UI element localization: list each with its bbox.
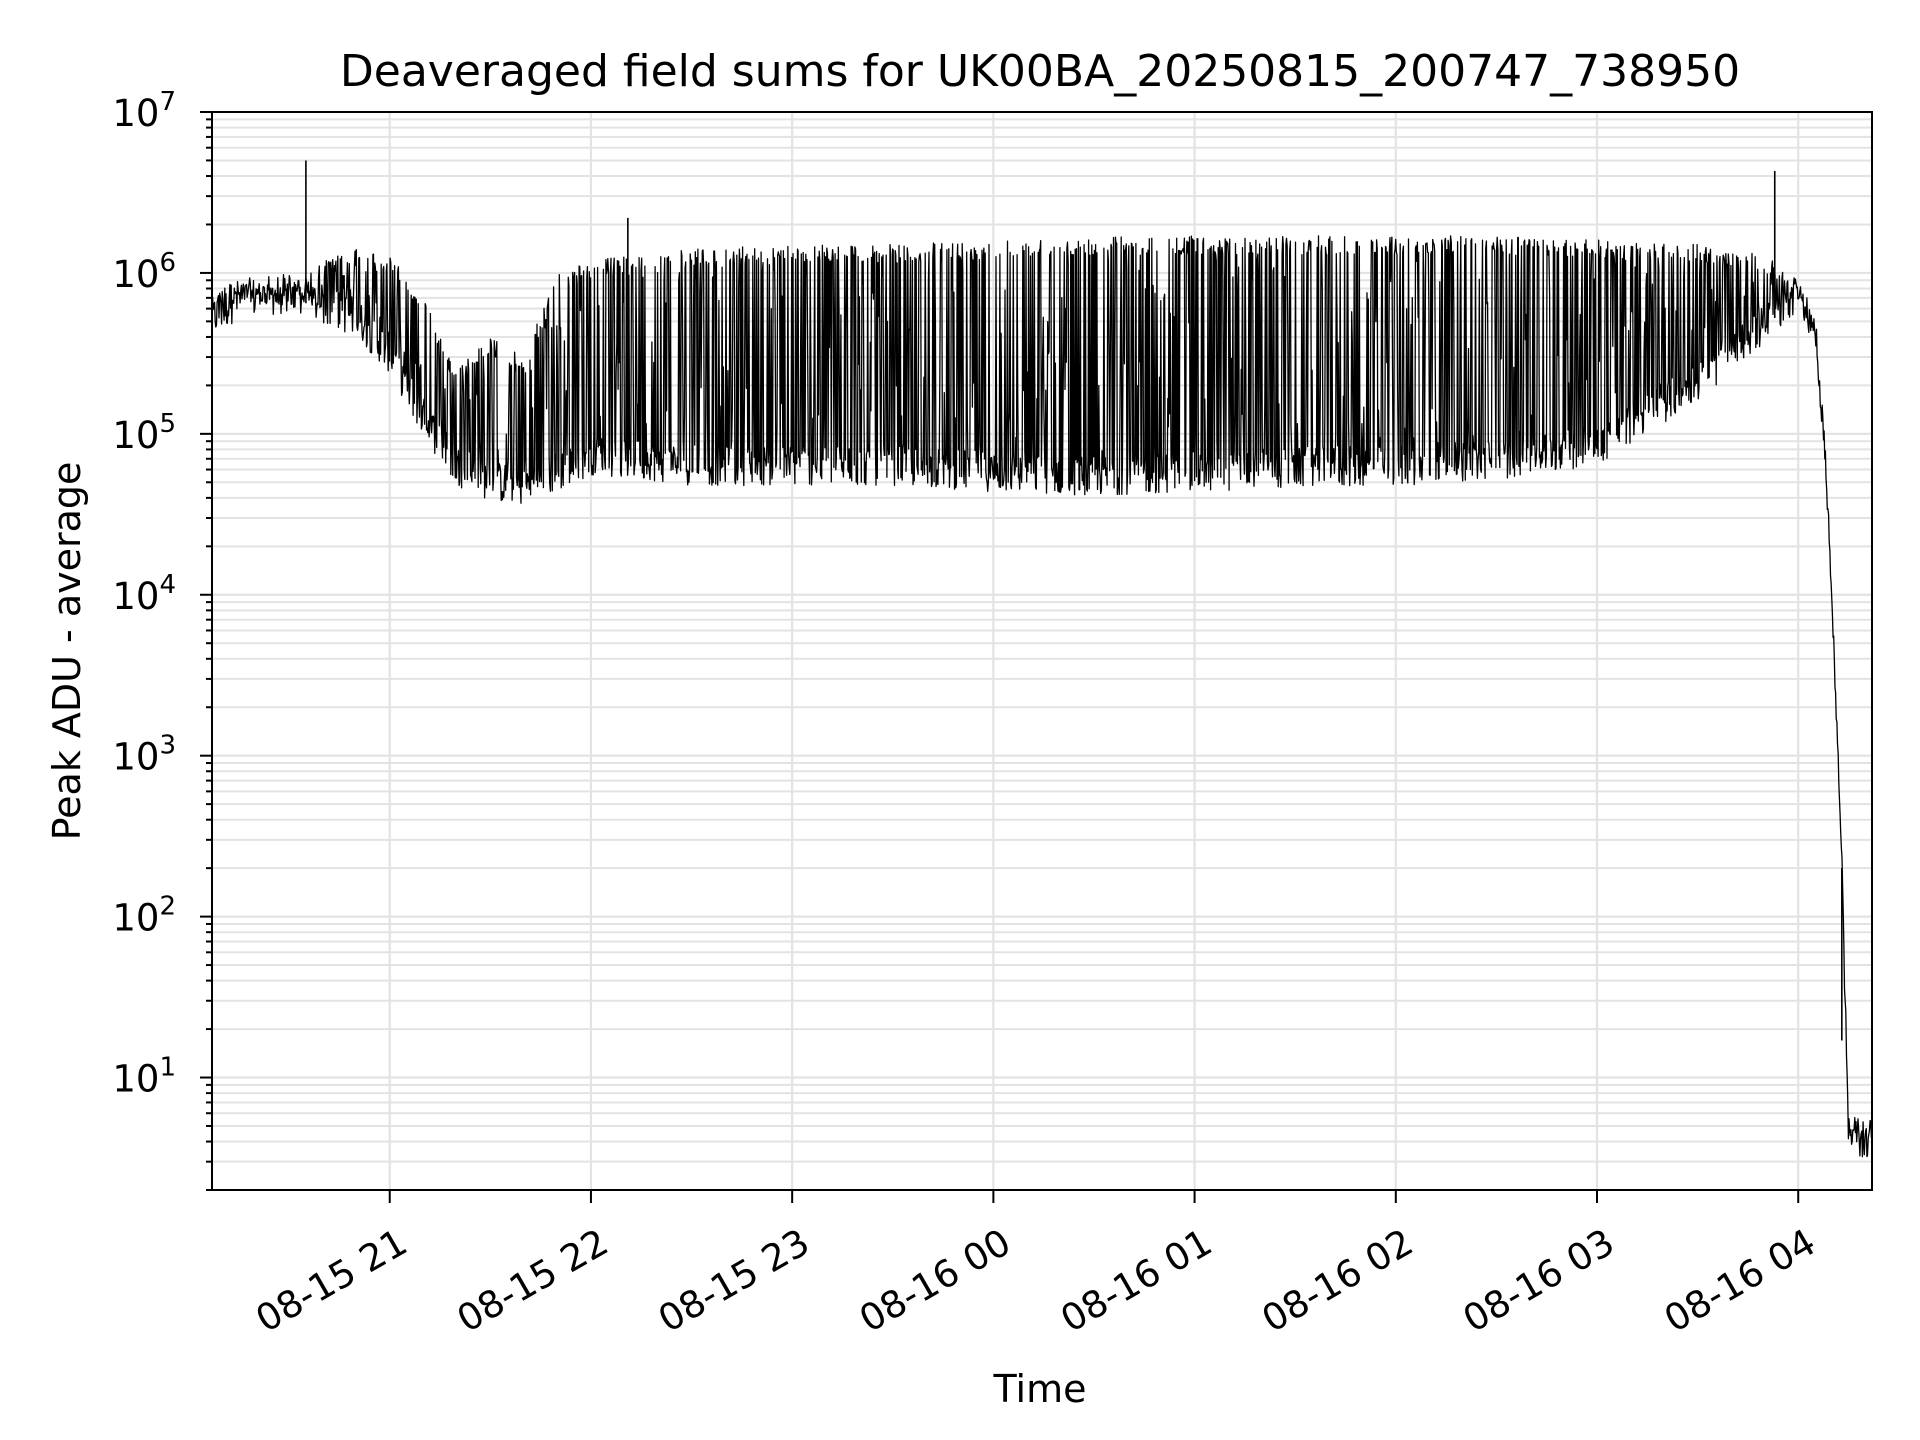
y-tick-label: 102 xyxy=(112,892,176,940)
y-tick-base: 10 xyxy=(112,253,159,296)
x-axis-label: Time xyxy=(993,1367,1087,1411)
y-tick-label: 107 xyxy=(112,87,176,135)
y-tick-base: 10 xyxy=(112,575,159,618)
y-tick-label: 106 xyxy=(112,248,176,296)
series-line xyxy=(211,235,1873,1158)
y-tick-base: 10 xyxy=(112,897,159,940)
y-tick-label: 105 xyxy=(112,409,176,457)
y-tick-exponent: 2 xyxy=(159,892,176,922)
y-tick-base: 10 xyxy=(112,92,159,135)
y-tick-base: 10 xyxy=(112,1058,159,1101)
y-tick-exponent: 1 xyxy=(159,1053,176,1083)
y-tick-exponent: 6 xyxy=(159,248,176,278)
plot-frame xyxy=(211,111,1873,1191)
y-tick-exponent: 4 xyxy=(159,570,176,600)
axis-ticks xyxy=(200,111,1800,1203)
y-tick-label: 101 xyxy=(112,1053,176,1101)
y-tick-exponent: 5 xyxy=(159,409,176,439)
chart-title: Deaveraged field sums for UK00BA_2025081… xyxy=(340,46,1740,97)
y-tick-base: 10 xyxy=(112,736,159,779)
y-tick-exponent: 3 xyxy=(159,731,176,761)
series-group xyxy=(211,160,1873,1158)
y-tick-base: 10 xyxy=(112,414,159,457)
y-axis-label: Peak ADU - average xyxy=(45,462,89,841)
y-tick-label: 103 xyxy=(112,731,176,779)
y-tick-label: 104 xyxy=(112,570,176,618)
y-tick-exponent: 7 xyxy=(159,87,176,117)
